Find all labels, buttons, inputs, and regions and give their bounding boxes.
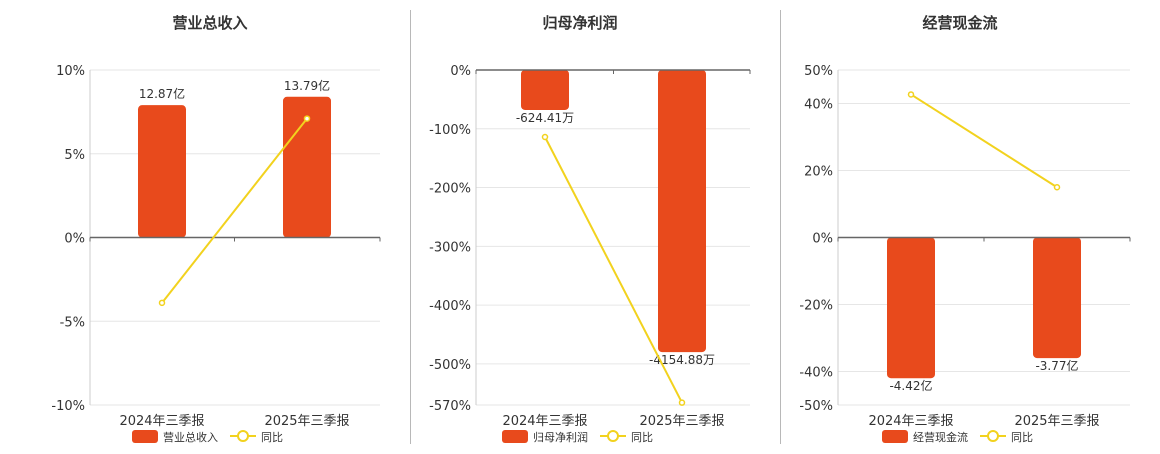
legend-line-label: 同比 [631, 431, 653, 444]
legend-bar-label: 经营现金流 [913, 430, 968, 444]
bar [658, 70, 706, 353]
x-tick-label: 2024年三季报 [119, 414, 204, 429]
y-tick-label: -40% [799, 366, 833, 381]
chart-title: 归母净利润 [542, 14, 617, 32]
legend-bar-swatch [502, 430, 528, 443]
y-tick-label: 20% [804, 165, 833, 180]
line-point [1053, 184, 1061, 191]
y-tick-label: 10% [56, 64, 85, 79]
panel-divider [780, 10, 781, 444]
line-series [910, 93, 1058, 189]
y-tick-label: -5% [60, 315, 85, 330]
bar [1033, 237, 1081, 359]
y-tick-label: -200% [429, 182, 471, 197]
bar-value-label: 13.79亿 [284, 78, 330, 93]
legend-line-marker [237, 430, 249, 442]
line-point [907, 91, 915, 98]
line-series [161, 117, 308, 304]
panel-divider [410, 10, 411, 444]
chart-title: 经营现金流 [922, 14, 997, 32]
bar [283, 96, 331, 238]
bar [887, 237, 935, 379]
x-tick-label: 2025年三季报 [1014, 414, 1099, 429]
chart-title: 营业总收入 [172, 14, 247, 32]
legend-line-marker [607, 430, 619, 442]
y-tick-label: -500% [429, 358, 471, 373]
legend-bar-swatch [132, 430, 158, 443]
y-tick-label: -50% [799, 399, 833, 414]
x-tick-label: 2024年三季报 [868, 414, 953, 429]
y-tick-label: 0% [64, 232, 85, 247]
bar-value-label: -4154.88万 [649, 353, 715, 367]
x-tick-label: 2025年三季报 [264, 414, 349, 429]
y-tick-label: -570% [429, 399, 471, 414]
legend-line-label: 同比 [261, 431, 283, 444]
y-tick-label: 50% [804, 64, 833, 79]
y-tick-label: -20% [799, 299, 833, 314]
legend-bar-swatch [882, 430, 908, 443]
y-tick-label: -400% [429, 299, 471, 314]
line-point [303, 115, 311, 122]
bar-value-label: -624.41万 [516, 111, 574, 125]
y-tick-label: -300% [429, 240, 471, 255]
bar-value-label: -3.77亿 [1035, 358, 1078, 373]
line-series [544, 136, 683, 404]
y-tick-label: 0% [812, 232, 833, 247]
y-tick-label: 0% [450, 64, 471, 79]
bar-value-label: 12.87亿 [139, 86, 185, 101]
y-tick-label: 40% [804, 98, 833, 113]
line-point [158, 299, 166, 307]
bar-value-label: -4.42亿 [889, 378, 932, 393]
bar [138, 105, 186, 238]
chart-panel-3: 经营现金流 50% 40% 20% 0% -20% -40% -50% -4.42亿 -3.77亿… [799, 14, 1131, 444]
chart-panel-2: 归母净利润 0% -100% -200% -300% -400% -500% -570% -62… [429, 14, 751, 444]
bar [521, 70, 569, 110]
x-tick-label: 2024年三季报 [502, 414, 587, 429]
chart-panel-1: 营业总收入 10% 5% 0% -5% -10% 12.87亿 13.79亿 2024年三季报 2… [51, 14, 381, 444]
legend-line-label: 同比 [1011, 431, 1033, 444]
legend-bar-label: 营业总收入 [163, 430, 218, 444]
legend-bar-label: 归母净利润 [533, 430, 588, 444]
line-point [678, 399, 686, 406]
y-tick-label: -100% [429, 123, 471, 138]
legend-line-marker [987, 430, 999, 442]
y-tick-label: 5% [64, 148, 85, 163]
x-tick-label: 2025年三季报 [639, 414, 724, 429]
line-point [541, 133, 549, 141]
y-tick-label: -10% [51, 399, 85, 414]
